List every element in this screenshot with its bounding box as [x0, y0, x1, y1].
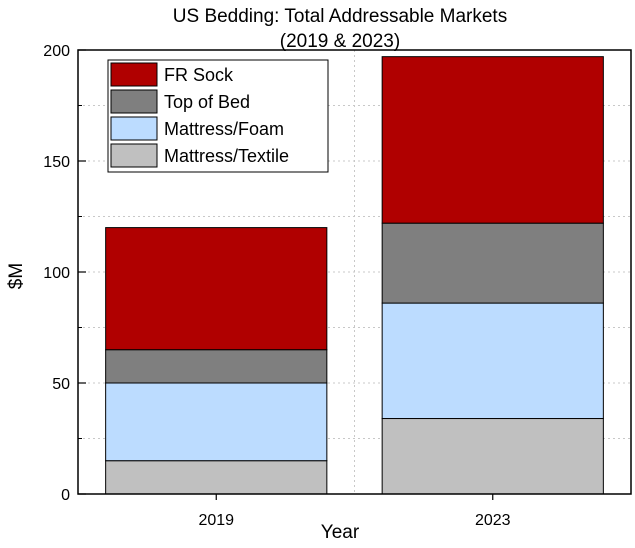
legend-swatch-mattress-foam: [110, 116, 158, 141]
y-tick-label: 50: [52, 376, 70, 393]
chart-subtitle: (2019 & 2023): [280, 31, 400, 52]
y-tick-label: 150: [43, 154, 70, 171]
bar-segment-mattress-foam-2023: [381, 302, 604, 420]
bar-segment-fr-sock-2019: [105, 227, 328, 351]
bar-segment-top-of-bed-2019: [105, 349, 328, 384]
bar-segment-mattress-textile-2019: [105, 460, 328, 495]
axes: 2019 2023 0 50 100 150 200: [43, 43, 632, 529]
y-axis-label: $M: [6, 263, 27, 289]
bar-segment-top-of-bed-2023: [381, 222, 604, 304]
chart-title: US Bedding: Total Addressable Markets: [173, 6, 507, 27]
legend-swatch-mattress-textile: [110, 143, 158, 168]
legend: FR Sock Top of Bed Mattress/Foam Mattress/T…: [107, 59, 329, 173]
x-tick-label: 2023: [475, 512, 511, 529]
y-tick-label: 200: [43, 43, 70, 60]
bar-segment-fr-sock-2023: [381, 56, 604, 224]
legend-label-fr-sock: FR Sock: [164, 65, 234, 85]
legend-swatch-top-of-bed: [110, 89, 158, 114]
bars: [105, 56, 604, 495]
legend-swatch-fr-sock: [110, 62, 158, 87]
legend-label-mattress-textile: Mattress/Textile: [164, 146, 289, 166]
legend-label-mattress-foam: Mattress/Foam: [164, 119, 284, 139]
bar-segment-mattress-foam-2019: [105, 382, 328, 462]
x-tick-label: 2019: [198, 512, 234, 529]
legend-label-top-of-bed: Top of Bed: [164, 92, 250, 112]
bar-segment-mattress-textile-2023: [381, 418, 604, 495]
x-axis-label: Year: [321, 522, 360, 543]
y-tick-label: 100: [43, 265, 70, 282]
y-tick-label: 0: [61, 487, 70, 504]
